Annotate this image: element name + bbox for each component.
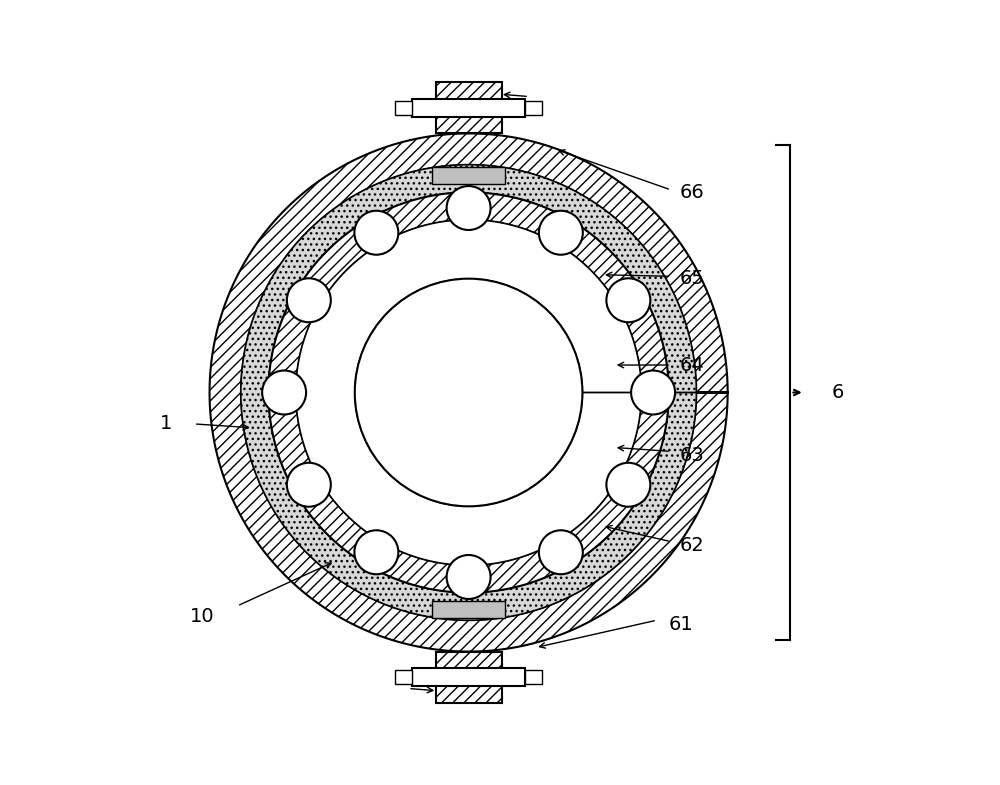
- Circle shape: [631, 371, 675, 414]
- Circle shape: [354, 531, 398, 575]
- Circle shape: [539, 210, 583, 254]
- Polygon shape: [210, 133, 728, 652]
- Circle shape: [287, 279, 331, 323]
- Text: 64: 64: [680, 356, 705, 374]
- Polygon shape: [525, 100, 542, 115]
- Polygon shape: [432, 601, 505, 618]
- Circle shape: [262, 371, 306, 414]
- Polygon shape: [525, 670, 542, 685]
- Circle shape: [606, 463, 650, 507]
- Circle shape: [606, 279, 650, 323]
- Polygon shape: [296, 220, 641, 565]
- Circle shape: [354, 210, 398, 254]
- Polygon shape: [268, 192, 669, 593]
- Polygon shape: [436, 652, 502, 703]
- Text: 65: 65: [680, 269, 705, 288]
- Text: 10: 10: [189, 607, 214, 626]
- Text: 62: 62: [680, 536, 705, 555]
- Circle shape: [539, 531, 583, 575]
- Polygon shape: [395, 670, 412, 685]
- Text: 1: 1: [160, 414, 173, 433]
- Text: 61: 61: [668, 615, 693, 633]
- Polygon shape: [412, 100, 525, 117]
- Polygon shape: [432, 167, 505, 184]
- Polygon shape: [395, 100, 412, 115]
- Polygon shape: [412, 669, 525, 686]
- Polygon shape: [241, 165, 696, 620]
- Circle shape: [447, 555, 491, 599]
- Text: 6: 6: [831, 383, 844, 402]
- Circle shape: [355, 279, 582, 506]
- Circle shape: [287, 462, 331, 507]
- Text: 66: 66: [680, 183, 705, 202]
- Polygon shape: [436, 82, 502, 133]
- Text: 63: 63: [680, 446, 705, 465]
- Circle shape: [447, 186, 491, 230]
